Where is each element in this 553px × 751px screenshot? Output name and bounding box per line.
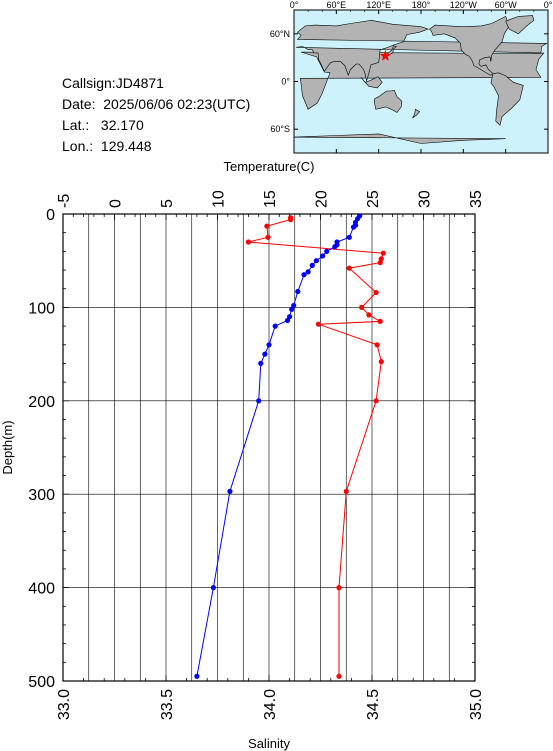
map-lon-label: 0° bbox=[290, 0, 299, 10]
salinity-data-point bbox=[313, 258, 319, 264]
n-america-shape bbox=[429, 15, 510, 76]
salinity-data-point bbox=[272, 323, 278, 329]
depth-tick-label: 400 bbox=[28, 581, 55, 598]
temperature-data-point bbox=[264, 223, 270, 229]
map-lat-label: 60°S bbox=[270, 124, 290, 134]
temperature-data-point bbox=[245, 239, 251, 245]
depth-tick-label: 0 bbox=[46, 207, 55, 224]
temperature-data-point bbox=[377, 318, 383, 324]
salinity-data-point bbox=[287, 314, 293, 320]
salinity-data-point bbox=[266, 342, 272, 348]
salinity-tick-label: 35.0 bbox=[468, 689, 485, 720]
salinity-tick-label: 33.5 bbox=[159, 689, 176, 720]
lon-value: 129.448 bbox=[100, 138, 152, 154]
temperature-tick-label: 35 bbox=[468, 190, 485, 208]
depth-axis-label: Depth(m) bbox=[0, 420, 15, 474]
map-lon-label: 120°E bbox=[366, 0, 391, 10]
map-lat-label: 60°N bbox=[270, 29, 290, 39]
australia-shape bbox=[374, 89, 403, 113]
temperature-data-point bbox=[373, 289, 379, 296]
callsign-line: Callsign:JD4871 bbox=[62, 72, 164, 94]
salinity-data-point bbox=[301, 272, 307, 278]
temperature-data-point bbox=[288, 217, 294, 223]
lat-value: 32.170 bbox=[100, 117, 144, 133]
salinity-data-point bbox=[350, 224, 357, 230]
temperature-data-point bbox=[343, 488, 349, 494]
salinity-data-point bbox=[289, 306, 295, 312]
salinity-axis-label: Salinity bbox=[248, 736, 290, 751]
temperature-tick-label: 25 bbox=[365, 190, 382, 208]
greenland-shape bbox=[505, 15, 535, 35]
date-line: Date: 2025/06/06 02:23(UTC) bbox=[62, 93, 250, 115]
salinity-data-point bbox=[324, 248, 330, 254]
temperature-data-point bbox=[346, 265, 352, 271]
salinity-tick-label: 33.0 bbox=[56, 689, 73, 720]
callsign-value: JD4871 bbox=[115, 75, 164, 91]
temperature-tick-label: 5 bbox=[159, 199, 176, 208]
lon-label: Lon.: bbox=[62, 138, 94, 154]
temperature-data-point bbox=[336, 673, 342, 679]
salinity-data-point bbox=[309, 262, 315, 268]
temperature-profile-line bbox=[248, 217, 384, 677]
station-marker bbox=[379, 49, 391, 61]
salinity-tick-label: 34.0 bbox=[262, 689, 279, 720]
temperature-data-point bbox=[380, 250, 386, 256]
salinity-data-point bbox=[295, 288, 301, 295]
salinity-data-point bbox=[346, 234, 352, 240]
s-america-shape bbox=[490, 72, 524, 126]
lat-line: Lat.: 32.170 bbox=[62, 114, 144, 136]
temperature-data-point bbox=[377, 260, 383, 266]
temperature-tick-label: 15 bbox=[262, 190, 279, 208]
depth-tick-label: 500 bbox=[28, 674, 55, 691]
salinity-tick-label: 34.5 bbox=[365, 689, 382, 720]
temperature-data-point bbox=[359, 304, 365, 310]
salinity-data-point bbox=[258, 360, 264, 366]
salinity-data-point bbox=[284, 317, 291, 324]
sea-asia-shape bbox=[360, 76, 383, 89]
temperature-tick-label: 30 bbox=[417, 190, 434, 208]
map-lon-label: 0° bbox=[544, 0, 553, 10]
temperature-tick-label: -5 bbox=[56, 194, 73, 208]
temperature-tick-label: 0 bbox=[108, 199, 125, 208]
callsign-label: Callsign: bbox=[62, 75, 116, 91]
depth-tick-label: 200 bbox=[28, 394, 55, 411]
nz-shape bbox=[412, 108, 421, 119]
map-lat-label: 0° bbox=[281, 77, 290, 87]
lat-label: Lat.: bbox=[62, 117, 90, 133]
depth-tick-label: 300 bbox=[28, 487, 55, 504]
temperature-data-point bbox=[315, 321, 321, 327]
temperature-data-point bbox=[373, 398, 379, 404]
salinity-data-point bbox=[305, 269, 311, 275]
temperature-axis-label: Temperature(C) bbox=[223, 159, 314, 174]
location-map: 0° 60°E 120°E 180° 120°W 60°W 0° 60°N 0° 60°S bbox=[270, 0, 553, 154]
temperature-data-point bbox=[366, 312, 372, 318]
salinity-data-point bbox=[227, 488, 233, 494]
depth-tick-label: 100 bbox=[28, 300, 55, 317]
map-lon-label: 60°W bbox=[495, 0, 518, 10]
date-label: Date: bbox=[62, 96, 96, 112]
salinity-data-point bbox=[262, 351, 268, 357]
date-value: 2025/06/06 02:23(UTC) bbox=[103, 96, 251, 112]
salinity-data-point bbox=[210, 585, 216, 591]
temperature-data-point bbox=[374, 342, 380, 348]
map-lon-label: 60°E bbox=[327, 0, 347, 10]
salinity-data-point bbox=[332, 244, 338, 250]
map-lon-label: 180° bbox=[412, 0, 431, 10]
salinity-data-point bbox=[256, 398, 262, 404]
map-lon-label: 120°W bbox=[450, 0, 478, 10]
eurasia-shape bbox=[296, 19, 548, 82]
temperature-data-point bbox=[378, 359, 384, 365]
temperature-tick-label: 10 bbox=[211, 190, 228, 208]
temperature-data-point bbox=[265, 234, 271, 240]
temperature-tick-label: 20 bbox=[314, 190, 331, 208]
temperature-data-point bbox=[336, 585, 342, 591]
salinity-data-point bbox=[320, 253, 326, 259]
lon-line: Lon.: 129.448 bbox=[62, 135, 152, 157]
salinity-data-point bbox=[194, 673, 200, 679]
salinity-profile-line bbox=[196, 215, 361, 677]
